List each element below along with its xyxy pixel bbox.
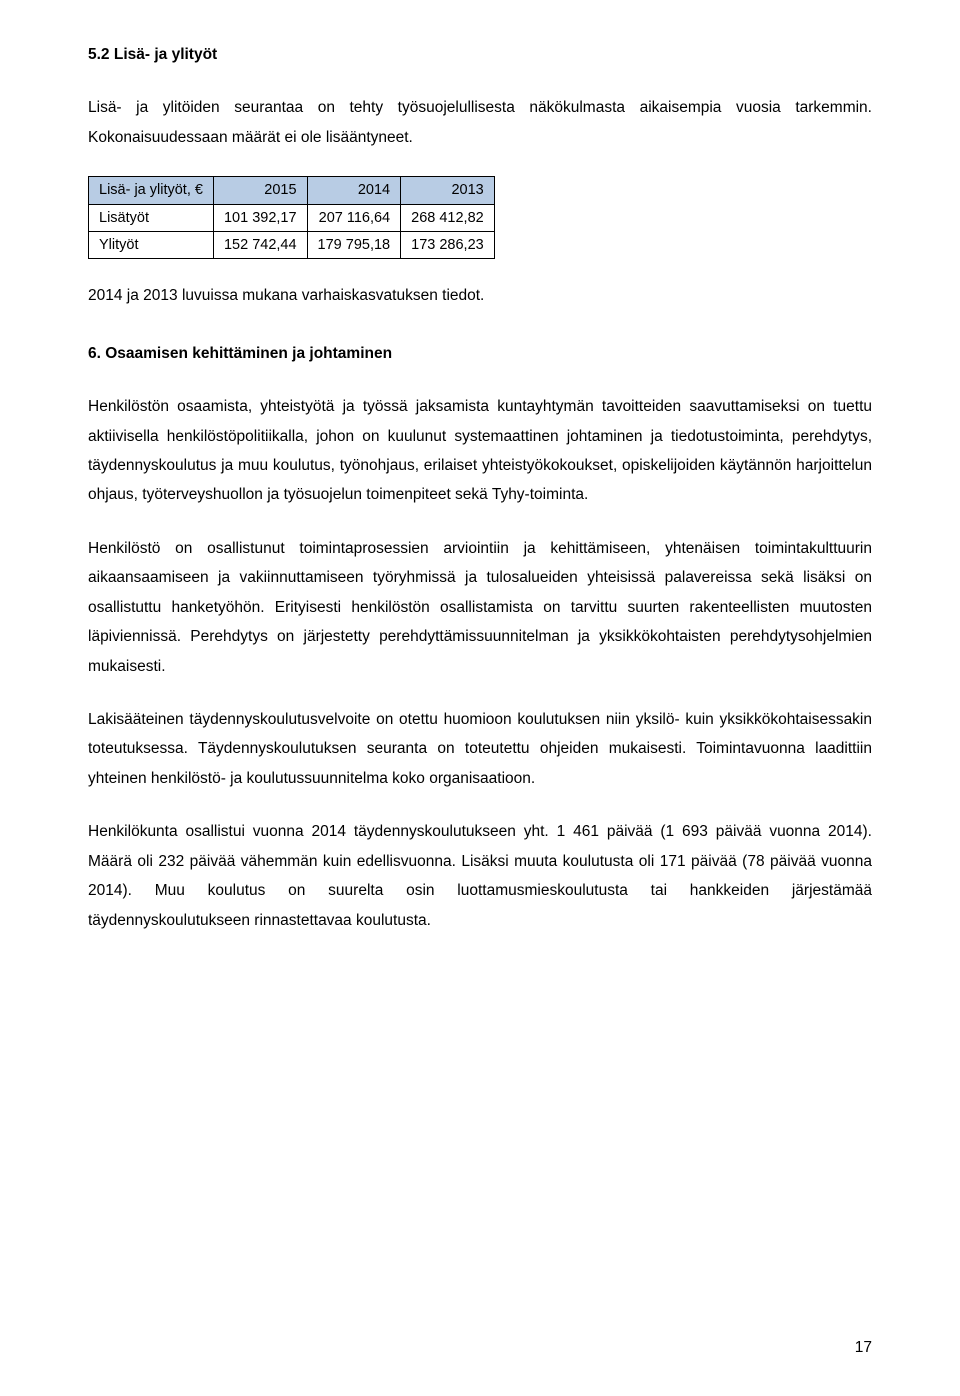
section-5-2-p1: Lisä- ja ylitöiden seurantaa on tehty ty…	[88, 93, 872, 152]
section-6-heading: 6. Osaamisen kehittäminen ja johtaminen	[88, 339, 872, 368]
section-5-2-heading: 5.2 Lisä- ja ylityöt	[88, 40, 872, 69]
cell-value: 268 412,82	[401, 204, 495, 231]
cell-value: 101 392,17	[213, 204, 307, 231]
overtime-table: Lisä- ja ylityöt, € 2015 2014 2013 Lisät…	[88, 176, 495, 259]
cell-value: 207 116,64	[307, 204, 401, 231]
table-col-2015: 2015	[213, 177, 307, 204]
section-6-p3: Lakisääteinen täydennyskoulutusvelvoite …	[88, 705, 872, 793]
page-number: 17	[855, 1333, 872, 1362]
row-label: Lisätyöt	[89, 204, 214, 231]
table-header-row: Lisä- ja ylityöt, € 2015 2014 2013	[89, 177, 495, 204]
table-col-2013: 2013	[401, 177, 495, 204]
row-label: Ylityöt	[89, 231, 214, 258]
table-footnote: 2014 ja 2013 luvuissa mukana varhaiskasv…	[88, 281, 872, 310]
cell-value: 179 795,18	[307, 231, 401, 258]
cell-value: 152 742,44	[213, 231, 307, 258]
cell-value: 173 286,23	[401, 231, 495, 258]
section-6-p2: Henkilöstö on osallistunut toimintaprose…	[88, 534, 872, 681]
section-6-p4: Henkilökunta osallistui vuonna 2014 täyd…	[88, 817, 872, 935]
table-col-2014: 2014	[307, 177, 401, 204]
table-header-label: Lisä- ja ylityöt, €	[89, 177, 214, 204]
table-row: Lisätyöt 101 392,17 207 116,64 268 412,8…	[89, 204, 495, 231]
table-row: Ylityöt 152 742,44 179 795,18 173 286,23	[89, 231, 495, 258]
section-6-p1: Henkilöstön osaamista, yhteistyötä ja ty…	[88, 392, 872, 510]
